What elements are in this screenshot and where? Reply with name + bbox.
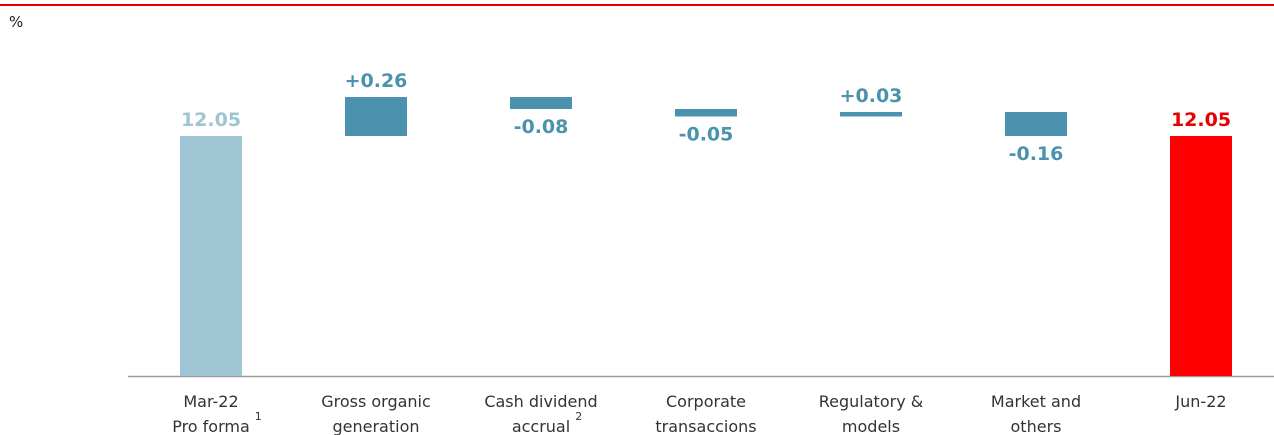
category-label: Regulatory & xyxy=(819,392,923,411)
value-label: +0.26 xyxy=(345,70,408,92)
footnote-marker: 1 xyxy=(255,410,262,423)
category-label: Market and xyxy=(991,392,1081,411)
value-label: -0.08 xyxy=(514,116,569,138)
bar xyxy=(840,112,902,117)
category-label: transaccions xyxy=(655,417,756,435)
category-label: others xyxy=(1011,417,1062,435)
category-label: Cash dividend xyxy=(484,392,597,411)
category-label: Corporate xyxy=(666,392,746,411)
category-label: accrual xyxy=(512,417,570,435)
category-label: Mar-22 xyxy=(183,392,238,411)
footnote-marker: 2 xyxy=(575,410,582,423)
bar xyxy=(675,109,737,117)
value-label: 12.05 xyxy=(181,109,241,131)
value-label: 12.05 xyxy=(1171,109,1231,131)
bar xyxy=(345,97,407,136)
category-label: Gross organic xyxy=(321,392,431,411)
header-rule xyxy=(0,4,1274,6)
bar xyxy=(180,136,242,376)
bar xyxy=(1005,112,1067,136)
category-label: models xyxy=(842,417,900,435)
value-label: -0.05 xyxy=(679,124,734,146)
category-label: Pro forma xyxy=(172,417,250,435)
value-label: -0.16 xyxy=(1009,143,1064,165)
bar xyxy=(510,97,572,109)
category-label: generation xyxy=(332,417,419,435)
bar xyxy=(1170,136,1232,376)
value-label: +0.03 xyxy=(840,85,903,107)
category-label: Jun-22 xyxy=(1174,392,1226,411)
unit-label: % xyxy=(9,13,23,31)
